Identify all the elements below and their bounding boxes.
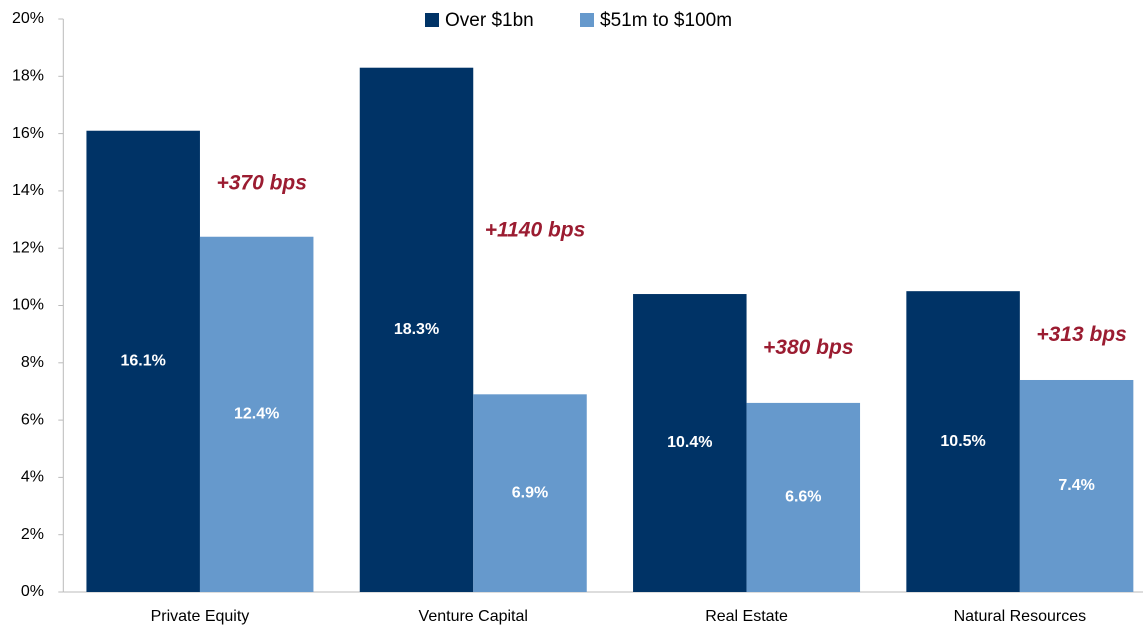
legend-label: Over $1bn [445, 10, 534, 31]
x-tick-label: Real Estate [705, 608, 788, 625]
y-tick-label: 16% [12, 125, 44, 142]
y-tick-label: 10% [12, 297, 44, 314]
value-label: 10.4% [667, 434, 712, 451]
annotation: +313 bps [1036, 323, 1126, 346]
annotation: +380 bps [763, 336, 853, 359]
annotation: +370 bps [216, 171, 306, 194]
value-label: 6.6% [785, 489, 821, 506]
annotation: +1140 bps [485, 219, 586, 242]
bar [633, 294, 747, 592]
x-tick-label: Natural Resources [954, 608, 1087, 625]
value-label: 16.1% [121, 353, 166, 370]
bar [906, 291, 1020, 592]
x-tick-label: Venture Capital [419, 608, 528, 625]
bar [746, 402, 861, 592]
bar [86, 130, 200, 593]
bar [1019, 379, 1134, 592]
legend-swatch [580, 13, 594, 27]
bar [199, 236, 314, 593]
value-label: 10.5% [940, 433, 985, 450]
y-tick-label: 18% [12, 68, 44, 85]
y-tick-label: 12% [12, 239, 44, 256]
y-tick-label: 8% [21, 354, 44, 371]
value-label: 18.3% [394, 321, 439, 338]
y-tick-label: 20% [12, 10, 44, 27]
bar [359, 67, 474, 592]
y-tick-label: 14% [12, 182, 44, 199]
y-tick-label: 4% [21, 469, 44, 486]
x-tick-label: Private Equity [151, 608, 250, 625]
bar [473, 394, 587, 592]
value-label: 7.4% [1058, 477, 1094, 494]
y-tick-label: 2% [21, 526, 44, 543]
y-tick-label: 0% [21, 583, 44, 600]
value-label: 6.9% [512, 484, 548, 501]
y-tick-label: 6% [21, 411, 44, 428]
legend-swatch [425, 13, 439, 27]
value-label: 12.4% [234, 406, 279, 423]
legend-label: $51m to $100m [600, 10, 732, 31]
